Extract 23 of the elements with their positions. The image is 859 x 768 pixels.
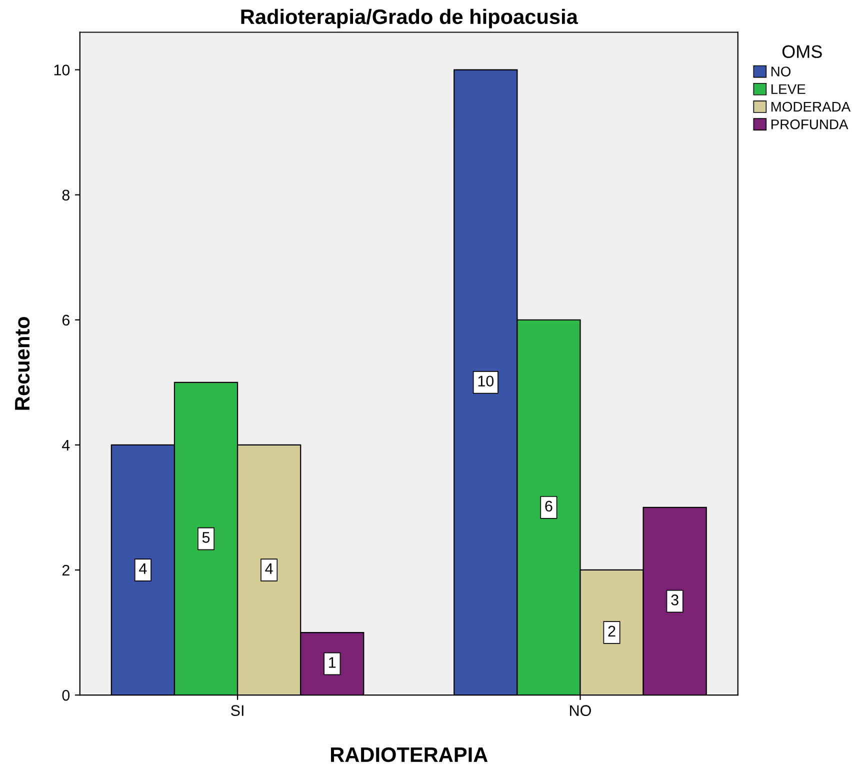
y-axis-title: Recuento — [15, 317, 30, 410]
legend-label: LEVE — [771, 84, 806, 94]
data-label: 1 — [329, 657, 336, 668]
data-label: 3 — [671, 594, 678, 606]
y-tick-label: 10 — [54, 64, 70, 76]
data-label: 6 — [545, 500, 552, 512]
legend-label: NO — [771, 66, 791, 76]
data-label: 4 — [265, 563, 273, 574]
y-tick-label: 8 — [62, 190, 70, 201]
data-label: 2 — [608, 626, 616, 636]
y-tick-label: 6 — [62, 314, 70, 326]
x-axis-title: RADIOTERAPIA — [330, 747, 488, 762]
y-tick-label: 2 — [62, 564, 70, 576]
legend-label: PROFUNDA — [771, 119, 848, 130]
data-label: 5 — [202, 532, 210, 543]
legend-title: OMS — [782, 45, 822, 58]
y-tick-label: 4 — [62, 440, 70, 450]
data-label: 10 — [478, 376, 494, 387]
y-tick-label: 0 — [62, 690, 70, 701]
x-tick-label: SI — [231, 705, 244, 716]
data-label: 4 — [139, 563, 147, 574]
chart-title: Radioterapia/Grado de hipoacusia — [241, 8, 578, 28]
legend-label: MODERADA — [771, 102, 851, 112]
